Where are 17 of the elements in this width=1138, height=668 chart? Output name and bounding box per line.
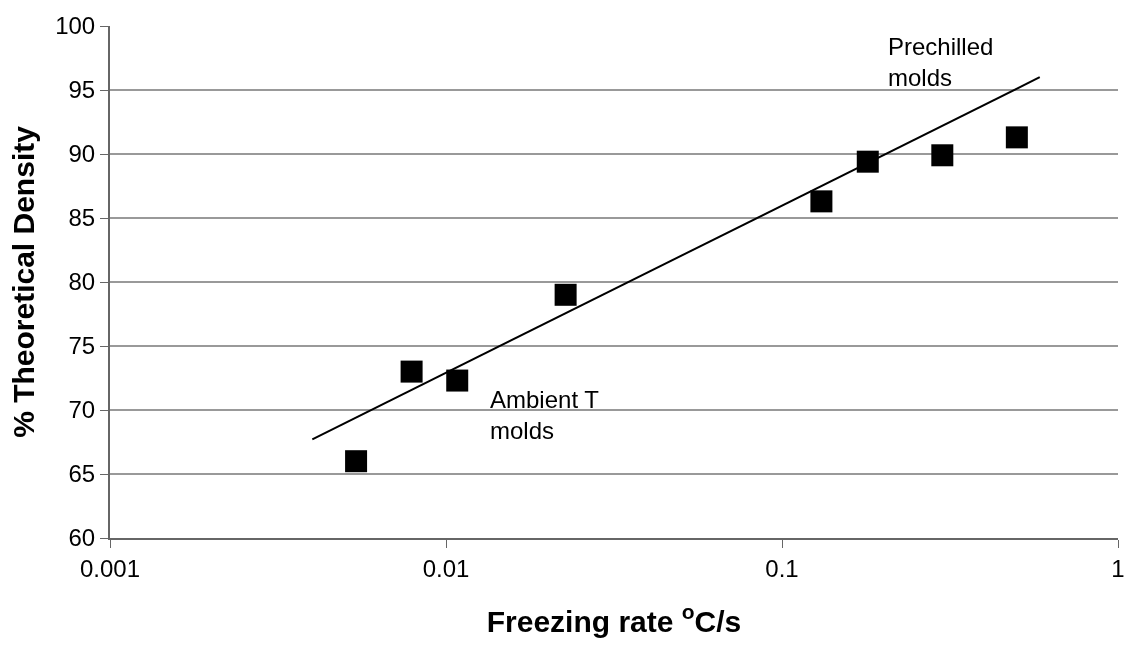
y-tick-label: 90 [68, 140, 96, 168]
y-tick-label: 70 [68, 396, 96, 424]
x-tick-label: 0.1 [765, 554, 799, 582]
x-tick-label: 1 [1111, 554, 1125, 582]
y-tick-label: 60 [68, 524, 96, 552]
annotation: Prechilled molds [888, 33, 994, 92]
y-tick-label: 95 [68, 76, 96, 104]
y-tick-label: 75 [68, 332, 96, 360]
x-tick-label: 0.001 [79, 554, 141, 582]
y-axis-title: % Theoretical Density [6, 125, 40, 438]
x-axis-title: Freezing rate $^{o}$C/s [486, 600, 742, 638]
y-tick-label: 85 [68, 204, 96, 232]
annotation: Ambient T molds [490, 386, 600, 445]
x-tick-label: 0.01 [422, 554, 470, 582]
y-tick-label: 80 [68, 268, 96, 296]
y-tick-label: 100 [55, 12, 96, 40]
y-tick-label: 65 [68, 460, 96, 488]
